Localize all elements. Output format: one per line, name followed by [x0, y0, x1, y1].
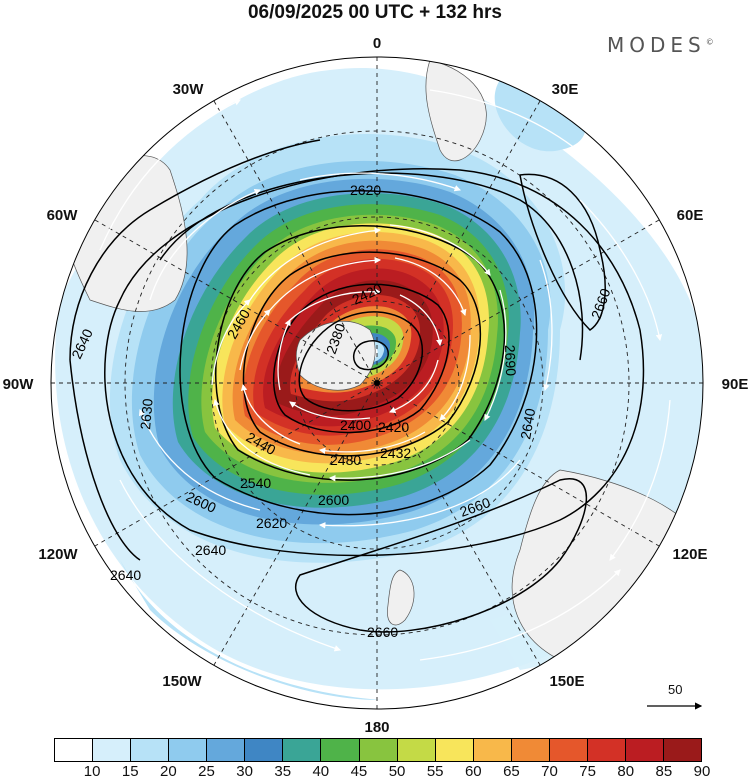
colorbar-bin: [625, 739, 664, 761]
contour-label: 2640: [195, 542, 226, 558]
contour-label: 2660: [367, 624, 398, 640]
colorbar-bin: [511, 739, 550, 761]
colorbar-bin: [587, 739, 626, 761]
lon-label-90e: 90E: [722, 376, 749, 393]
colorbar-tick-label: 10: [83, 763, 101, 780]
contour-label: 2690: [502, 345, 519, 377]
colorbar-bin: [549, 739, 588, 761]
colorbar-tick-label: 20: [160, 763, 177, 780]
colorbar-tick-label: 40: [312, 763, 330, 780]
lon-label-0: 0: [373, 35, 381, 52]
colorbar-bin: [55, 739, 94, 761]
brand-text: MODES: [607, 33, 706, 57]
colorbar-bin: [473, 739, 512, 761]
contour-label: 2540: [240, 475, 271, 491]
colorbar-bin: [131, 739, 170, 761]
colorbar-tick-label: 15: [121, 763, 139, 780]
colorbar-tick-label: 80: [617, 763, 635, 780]
colorbar-tick-label: 75: [579, 763, 596, 780]
colorbar-tick-label: 70: [541, 763, 558, 780]
colorbar-tick-label: 50: [388, 763, 406, 780]
colorbar-tick-label: 45: [350, 763, 368, 780]
colorbar-bin: [169, 739, 208, 761]
colorbar-bin: [321, 739, 360, 761]
contour-label: 2400: [340, 417, 371, 433]
polar-map: 2380 2400 2420 2420 2440 2460 2480 2540 …: [3, 35, 749, 735]
lon-label-60w: 60W: [47, 207, 79, 224]
lon-label-30w: 30W: [173, 81, 205, 98]
colorbar-bin: [93, 739, 132, 761]
colorbar-bin: [664, 739, 702, 761]
colorbar-tick-label: 60: [464, 763, 482, 780]
colorbar-bin: [283, 739, 322, 761]
height-contours: [69, 139, 645, 633]
colorbar-bin: [359, 739, 398, 761]
contour-label: 2480: [330, 452, 361, 468]
colorbar-tick-label: 30: [236, 763, 253, 780]
colorbar-tick-label: 55: [426, 763, 444, 780]
lon-label-90w: 90W: [3, 376, 35, 393]
contour-label: 2620: [256, 515, 287, 531]
colorbar-tick-label: 35: [274, 763, 292, 780]
colorbar-bin: [245, 739, 284, 761]
contour-label: 2600: [318, 492, 349, 508]
brand-mark: ©: [705, 37, 714, 47]
colorbar-bin: [207, 739, 246, 761]
lon-label-60e: 60E: [677, 207, 704, 224]
colorbar-tick-label: 25: [198, 763, 215, 780]
colorbar-tick-label: 90: [693, 763, 711, 780]
lon-label-150e: 150E: [549, 673, 584, 690]
pole-point: [374, 380, 380, 386]
lon-label-150w: 150W: [162, 673, 202, 690]
colorbar-tick-label: 85: [655, 763, 673, 780]
longitude-labels: 0 30E 60E 90E 120E 150E 180 150W 120W 90…: [3, 35, 749, 735]
lon-label-120e: 120E: [672, 546, 707, 563]
colorbar-tick-label: 65: [503, 763, 520, 780]
graticule: [51, 57, 703, 709]
brand-logo: MODES©: [607, 33, 714, 57]
lon-label-180: 180: [364, 719, 389, 735]
contour-label: 2432: [380, 445, 411, 461]
lon-label-120w: 120W: [38, 546, 78, 563]
colorbar-bin: [397, 739, 436, 761]
contour-label: 2630: [137, 398, 156, 431]
colorbar: [54, 738, 702, 762]
contour-label: 2620: [350, 182, 381, 198]
lon-label-30e: 30E: [552, 81, 579, 98]
map-border: [50, 56, 704, 710]
wind-vectors: [99, 89, 671, 661]
reference-vector-label: 50: [668, 682, 683, 697]
reference-vector-arrow: [647, 702, 703, 710]
contour-label: 2420: [378, 419, 409, 435]
contour-label: 2640: [517, 407, 538, 441]
contour-label: 2640: [110, 567, 141, 583]
colorbar-bin: [435, 739, 474, 761]
map-title: 06/09/2025 00 UTC + 132 hrs: [247, 2, 503, 23]
colorbar-labels: 10 15 20 25 30 35 40 45 50 55 60 65 70 75 80 85 90: [0, 763, 750, 782]
